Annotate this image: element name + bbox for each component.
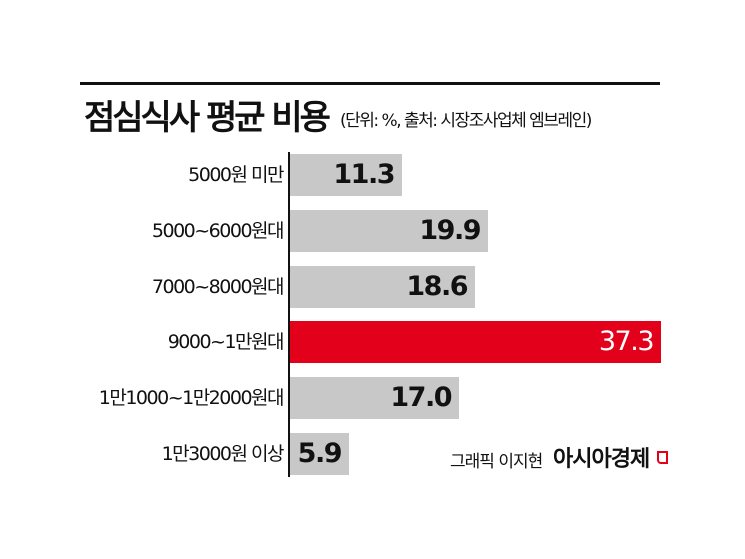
value-label: 19.9 — [419, 215, 481, 246]
bar-row: 7000~8000원대 18.6 — [0, 266, 745, 308]
bar-row: 5000~6000원대 19.9 — [0, 210, 745, 252]
brand-logo: 아시아경제 — [553, 447, 650, 472]
bar: 18.6 — [290, 266, 475, 308]
bar: 37.3 — [290, 321, 661, 363]
graphic-credit: 그래픽 이지현 — [450, 452, 543, 472]
bar: 5.9 — [290, 433, 349, 475]
bar-row: 1만1000~1만2000원대 17.0 — [0, 377, 745, 419]
value-label: 17.0 — [390, 382, 452, 413]
category-label: 5000원 미만 — [188, 164, 284, 186]
category-label: 7000~8000원대 — [151, 276, 285, 298]
bar-row: 5000원 미만 11.3 — [0, 154, 745, 196]
bar-row: 9000~1만원대 37.3 — [0, 321, 745, 363]
category-label: 9000~1만원대 — [167, 331, 285, 353]
value-label: 5.9 — [297, 438, 343, 469]
value-label: 11.3 — [333, 159, 395, 190]
value-label: 37.3 — [598, 326, 655, 357]
brand-mark-icon — [657, 451, 668, 464]
category-label: 5000~6000원대 — [151, 220, 285, 242]
bar: 17.0 — [290, 377, 459, 419]
y-axis-line — [288, 152, 290, 477]
chart-subtitle: (단위: %, 출처: 시장조사업체 엠브레인) — [340, 111, 592, 131]
chart-title: 점심식사 평균 비용 — [84, 98, 331, 138]
value-label: 18.6 — [406, 271, 468, 302]
bar-row: 1만3000원 이상 5.9 — [0, 433, 745, 475]
bar: 19.9 — [290, 210, 488, 252]
category-label: 1만1000~1만2000원대 — [98, 387, 285, 409]
bar: 11.3 — [290, 154, 402, 196]
top-rule — [80, 82, 660, 85]
category-label: 1만3000원 이상 — [161, 443, 285, 465]
